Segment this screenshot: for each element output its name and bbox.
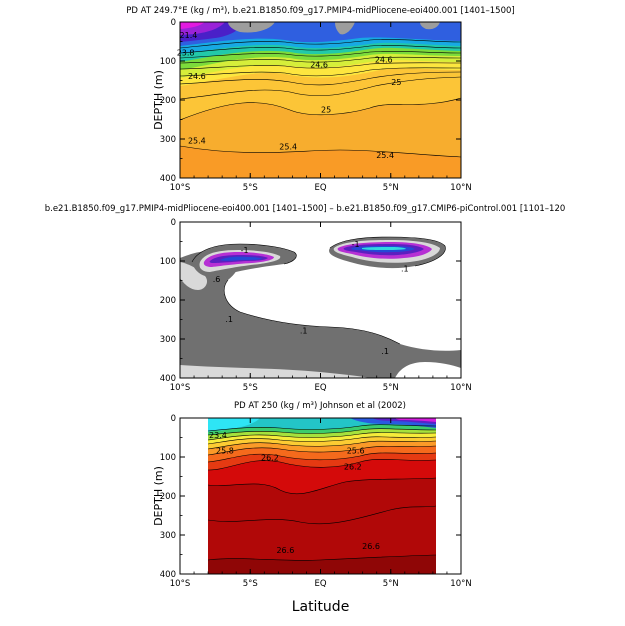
panel-3-title: PD AT 250 (kg / m³) Johnson et al (2002) — [234, 401, 406, 411]
panel-1-title: PD AT 249.7°E (kg / m³), b.e21.B1850.f09… — [126, 6, 514, 16]
panel-2-ytick-label: 0 — [171, 218, 176, 228]
panel-1-ytick-label: 300 — [160, 135, 176, 145]
panel-1-contour-label: 24.6 — [310, 60, 328, 69]
panel-3-ytick-label: 400 — [160, 570, 176, 580]
panel-1-fill — [180, 22, 461, 178]
panel-3-ytick-label: 0 — [171, 414, 176, 424]
panel-3-contour-label: 26.6 — [362, 542, 380, 551]
panel-1-xtick-label: 10°N — [450, 183, 471, 193]
panel-2-xtick-label: EQ — [314, 383, 326, 393]
panel-2-contour-label: .1 — [300, 327, 308, 336]
panel-1-contour-label: 25 — [391, 78, 401, 87]
panel-3-contour-label: 26.6 — [276, 546, 294, 555]
panel-3-xtick-label: 5°S — [243, 579, 258, 589]
panel-2-ytick-label: 400 — [160, 374, 176, 384]
panel-2-contour-label: .1 — [225, 315, 233, 324]
panel-3-ytick-label: 200 — [160, 492, 176, 502]
panel-3-contour-label: 23.4 — [209, 431, 227, 440]
panel-2-fill — [180, 222, 461, 378]
panel-2: b.e21.B1850.f09_g17.PMIP4-midPliocene-eo… — [45, 204, 566, 379]
panel-3-ylabel: DEPTH (m) — [152, 466, 165, 526]
panel-2-xtick-label: 5°N — [383, 383, 399, 393]
panel-1-xtick-label: 5°N — [383, 183, 399, 193]
panel-3: PD AT 250 (kg / m³) Johnson et al (2002) — [179, 401, 462, 575]
panel-1-contour-label: 24.6 — [188, 72, 206, 81]
panel-1-ytick-label: 0 — [171, 18, 176, 28]
panel-2-contour-label: -1 — [352, 240, 360, 249]
panel-2-ytick-label: 200 — [160, 296, 176, 306]
panel-2-ytick-label: 300 — [160, 335, 176, 345]
panel-3-contour-label: 26.2 — [344, 462, 362, 471]
panel-2-contour-label: -1 — [241, 246, 249, 255]
panel-1-contour-label: 21.4 — [180, 31, 198, 40]
panel-3-xtick-label: 10°S — [170, 579, 190, 589]
panel-1-xtick-label: 10°S — [170, 183, 190, 193]
panel-1-contour-label: 25 — [321, 105, 331, 114]
panel-3-xtick-label: EQ — [314, 579, 326, 589]
panel-3-fill — [180, 418, 461, 574]
panel-2-contour-label: .1 — [381, 347, 389, 356]
panel-1-xtick-label: 5°S — [243, 183, 258, 193]
panel-2-contour-label: .1 — [401, 264, 409, 273]
panel-2-xtick-label: 10°N — [450, 383, 471, 393]
panel-1-ytick-label: 400 — [160, 174, 176, 184]
panel-1-contour-label: 24.6 — [375, 56, 393, 65]
panel-3-contour-label: 25.8 — [216, 447, 234, 456]
panel-3-contour-label: 25.6 — [347, 447, 365, 456]
panel-1-ytick-label: 100 — [160, 57, 176, 67]
panel-3-xtick-label: 10°N — [450, 579, 471, 589]
panel-3-contour-label: 26.2 — [261, 453, 279, 462]
panel-2-xtick-label: 10°S — [170, 383, 190, 393]
panel-1-contour-label: 23.8 — [177, 49, 195, 58]
panel-2-ytick-label: 100 — [160, 257, 176, 267]
panel-2-xtick-label: 5°S — [243, 383, 258, 393]
contour-label-layer: 21.4 23.8 24.6 24.6 24.6 25 25 25.4 25.4 25.4 -1 -1… — [177, 31, 409, 555]
panel-1-ylabel: DEPTH (m) — [152, 70, 165, 130]
panel-3-xlabel: Latitude — [292, 599, 350, 615]
panel-1-ytick-label: 200 — [160, 96, 176, 106]
panel-1-contour-label: 25.4 — [188, 136, 206, 145]
panel-3-xtick-label: 5°N — [383, 579, 399, 589]
panel-3-ytick-label: 100 — [160, 453, 176, 463]
panel-1: PD AT 249.7°E (kg / m³), b.e21.B1850.f09… — [126, 6, 515, 179]
panel-2-title: b.e21.B1850.f09_g17.PMIP4-midPliocene-eo… — [45, 204, 566, 214]
panel-3-ytick-label: 300 — [160, 531, 176, 541]
panel-1-contour-label: 25.4 — [279, 142, 297, 151]
panel-1-contour-label: 25.4 — [376, 151, 394, 160]
panel-1-xtick-label: EQ — [314, 183, 326, 193]
panel-2-contour-label: .6 — [213, 275, 221, 284]
